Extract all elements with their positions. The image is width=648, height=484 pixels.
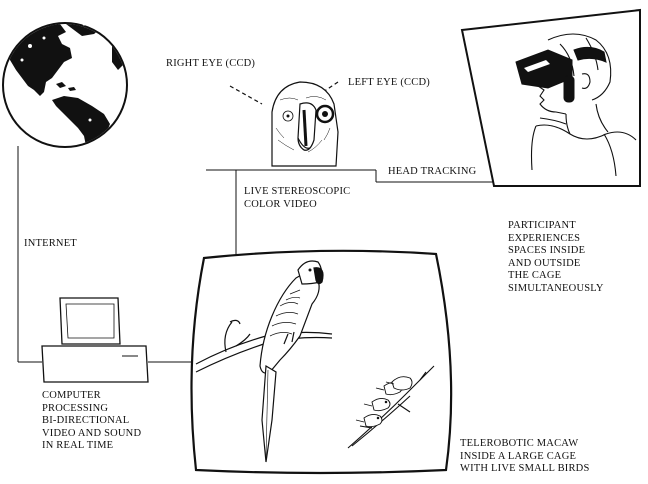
small-bird (385, 376, 413, 391)
small-bird (363, 397, 391, 412)
live-video-label: LIVE STEREOSCOPIC COLOR VIDEO (244, 186, 351, 210)
cage-frame (190, 249, 453, 475)
right-eye-label: RIGHT EYE (CCD) (166, 58, 256, 69)
macaw-illustration (259, 260, 324, 463)
computer-label: COMPUTER PROCESSING BI-DIRECTIONAL VIDEO… (42, 390, 142, 451)
connection-lines (17, 146, 500, 363)
computer-icon (41, 297, 149, 383)
macaw-label: TELEROBOTIC MACAW INSIDE A LARGE CAGE WI… (460, 438, 590, 474)
small-bird (355, 413, 383, 428)
head-tracking-label: HEAD TRACKING (388, 166, 477, 177)
small-birds-branch (347, 365, 435, 449)
globe-icon (2, 22, 128, 148)
left-eye-label: LEFT EYE (CCD) (348, 77, 430, 88)
internet-label: INTERNET (24, 238, 77, 249)
small-birds-illustration (355, 376, 413, 428)
participant-label: PARTICIPANT EXPERIENCES SPACES INSIDE AN… (508, 220, 604, 294)
participant-panel (460, 8, 641, 187)
vr-headset-icon (515, 46, 607, 103)
participant-head-illustration (530, 33, 637, 177)
robot-bird-head (271, 81, 339, 167)
